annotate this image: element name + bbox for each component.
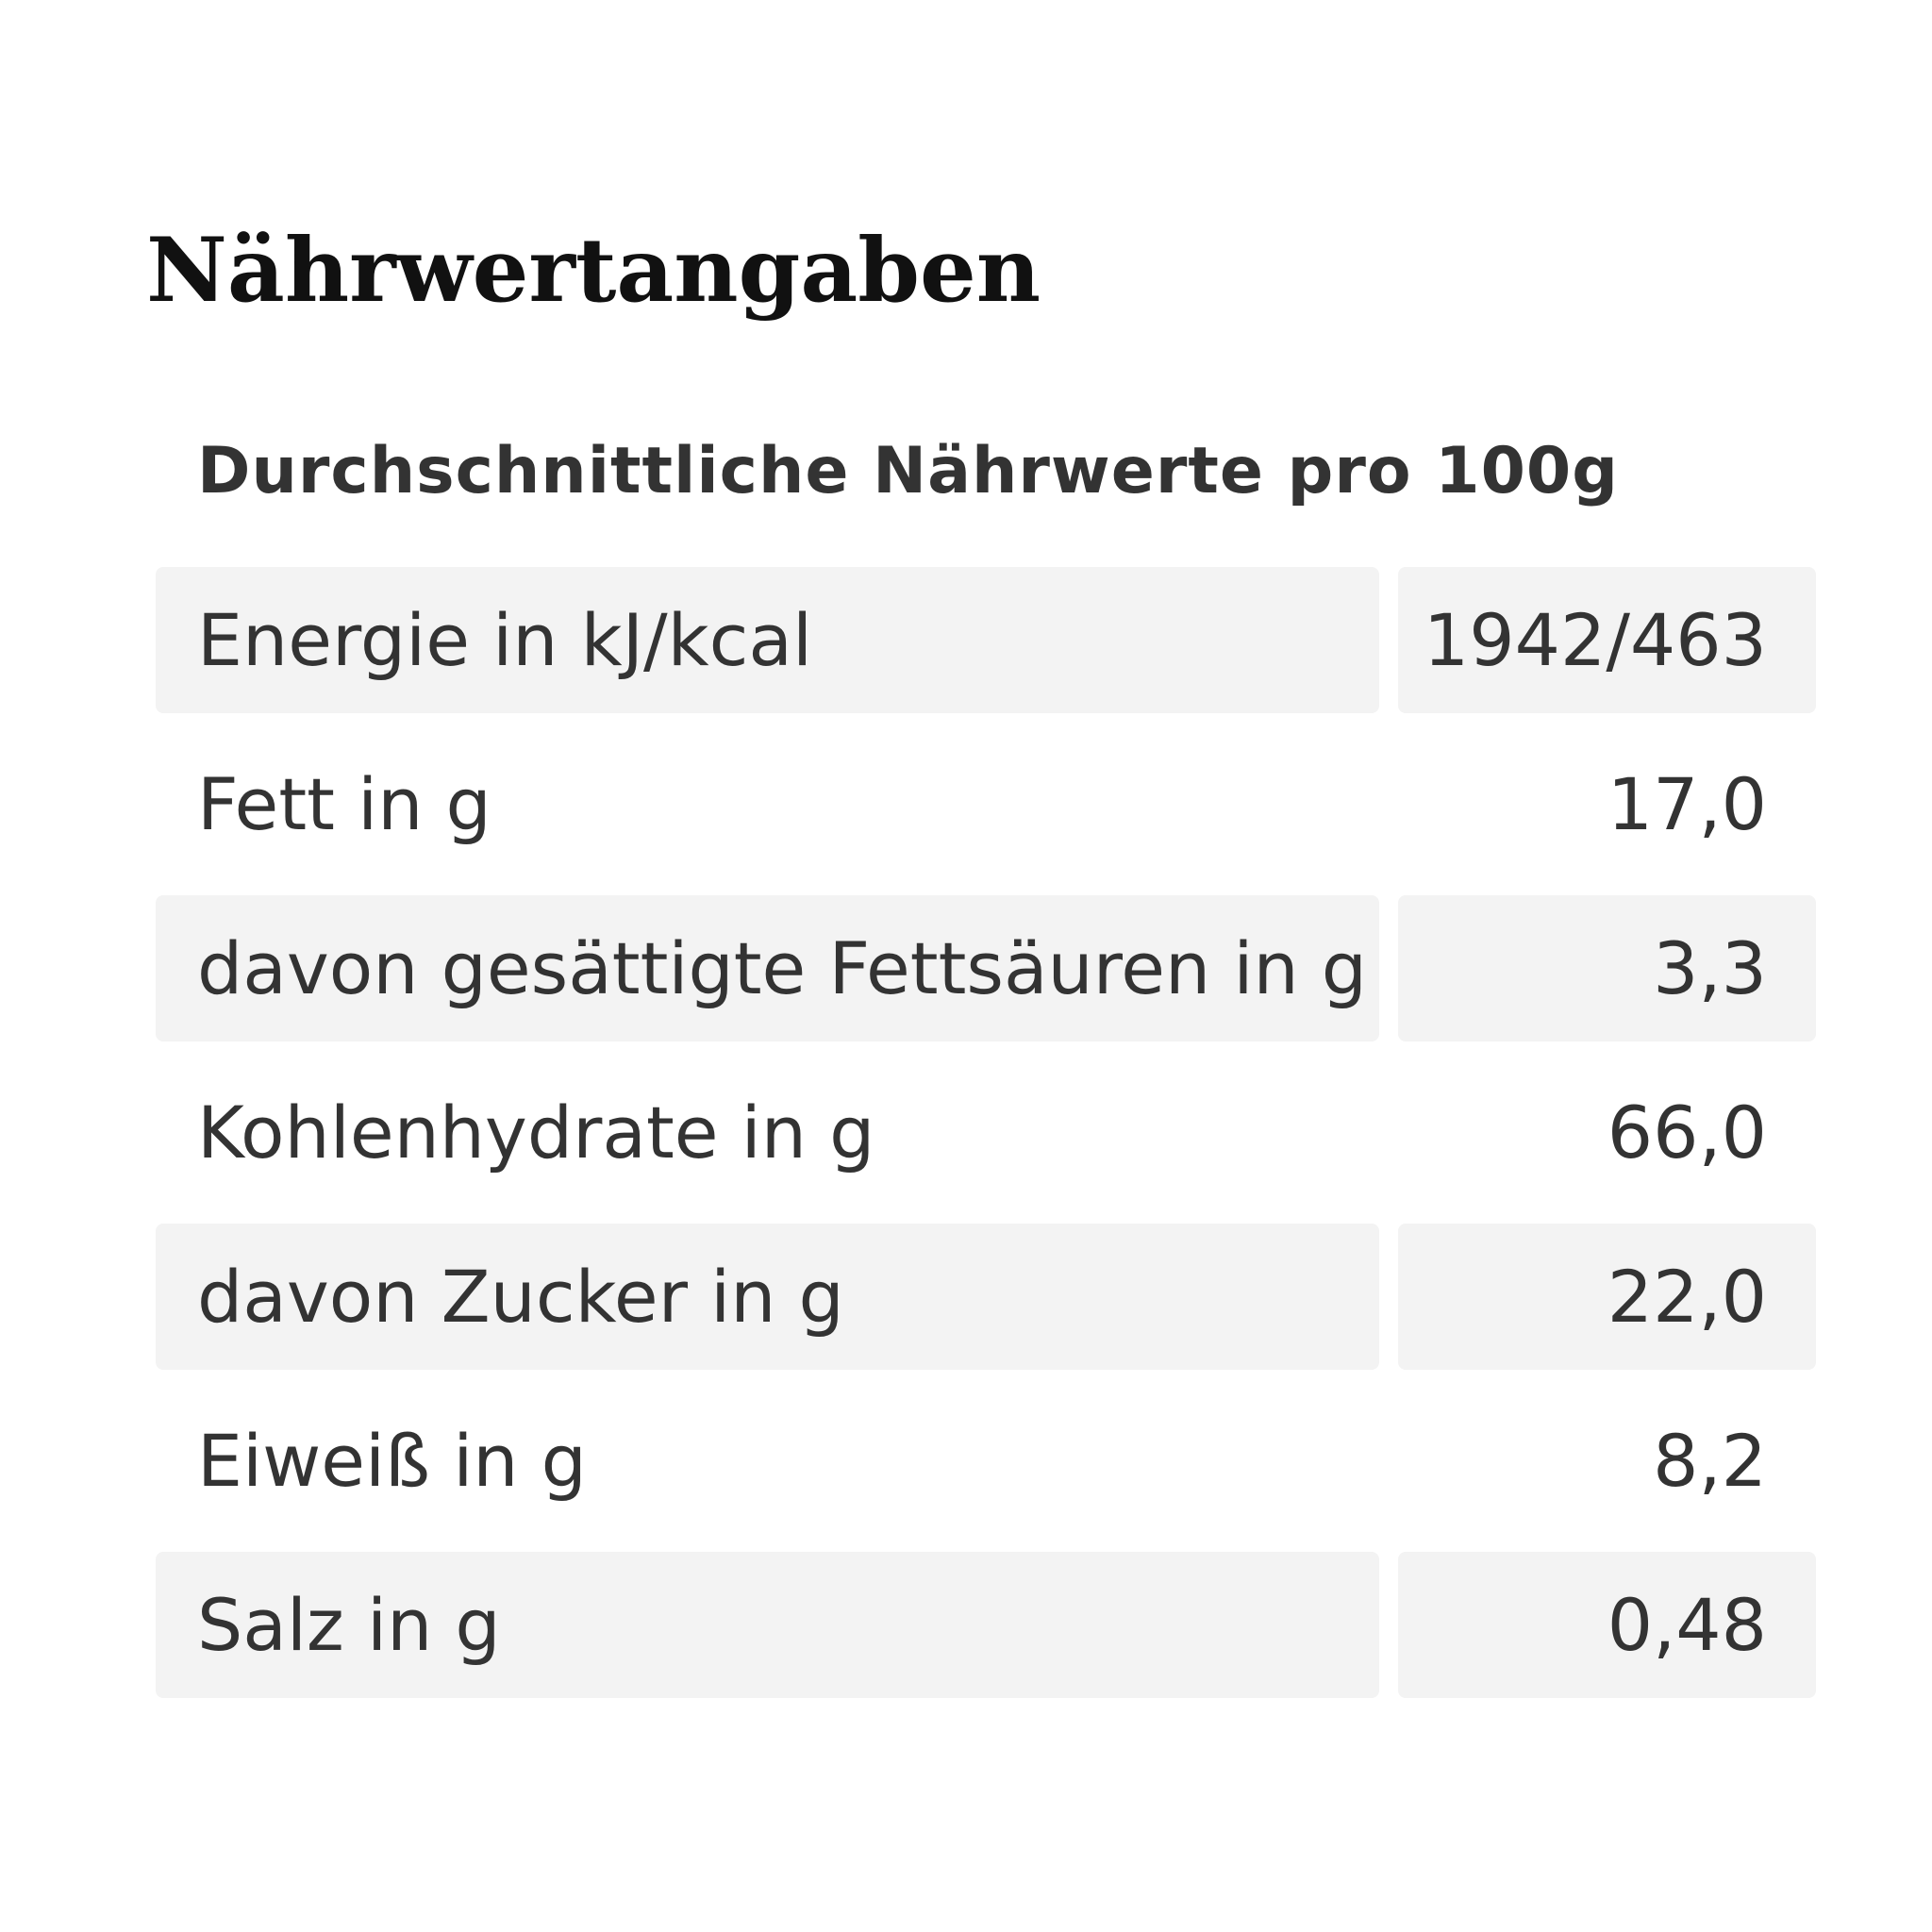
nutrient-label: davon Zucker in g [156, 1224, 1379, 1370]
nutrient-label: davon gesättigte Fettsäuren in g [156, 895, 1379, 1041]
nutrient-value: 66,0 [1607, 1091, 1767, 1174]
nutrient-label: Eiweiß in g [197, 1419, 587, 1503]
nutrient-value: 17,0 [1607, 762, 1767, 846]
nutrient-value: 1942/463 [1398, 567, 1816, 713]
nutrient-label: Salz in g [156, 1552, 1379, 1698]
nutrient-label: Kohlenhydrate in g [197, 1091, 875, 1174]
nutrient-label: Fett in g [197, 762, 491, 846]
nutrient-value: 3,3 [1398, 895, 1816, 1041]
subtitle: Durchschnittliche Nährwerte pro 100g [197, 434, 1619, 508]
nutrient-value: 0,48 [1398, 1552, 1816, 1698]
nutrient-value: 22,0 [1398, 1224, 1816, 1370]
nutrient-label: Energie in kJ/kcal [156, 567, 1379, 713]
nutrient-value: 8,2 [1653, 1419, 1767, 1503]
title: Nährwertangaben [146, 219, 1041, 323]
